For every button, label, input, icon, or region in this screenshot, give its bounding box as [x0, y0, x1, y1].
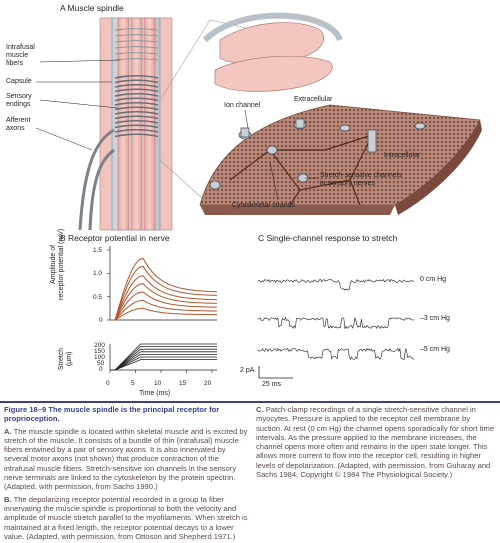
secondary-ending-wrap: [114, 34, 159, 37]
sensory-ending-wrap: [114, 106, 159, 111]
sensory-ending-wrap: [114, 119, 159, 124]
stick-0: 0: [99, 366, 103, 373]
receptor-potential-line: [110, 265, 218, 321]
xtick-0: 0: [106, 380, 110, 387]
scale-bar-ms: 25 ms: [262, 381, 282, 388]
ytick-1-0: 1.0: [93, 270, 103, 277]
channel-trace: [257, 279, 415, 291]
label-extracellular: Extracellular: [294, 96, 333, 103]
muscle-spindle-illustration: [35, 12, 482, 231]
sensory-ending-wrap: [114, 133, 159, 138]
caption-c: C. Patch-clamp recordings of a single st…: [256, 405, 496, 479]
sensory-ending-wrap: [114, 115, 159, 120]
sensory-ending-wrap: [114, 79, 159, 84]
sensory-ending-wrap: [114, 128, 159, 133]
ytick-0: 0: [99, 317, 103, 324]
caption-b-text: The depolarizing receptor potential reco…: [4, 494, 248, 541]
panel-b-title: B Receptor potential in nerve: [60, 233, 170, 243]
caption-b-label: B.: [4, 494, 12, 504]
xtick-15: 15: [179, 380, 187, 387]
channel-trace: [257, 316, 415, 330]
secondary-ending-wrap: [114, 28, 159, 31]
label-sensory-endings: Sensory endings: [6, 93, 32, 108]
stick-150: 150: [94, 348, 105, 355]
label-intrafusal: Intrafusal muscle fibers: [6, 44, 35, 67]
sensory-ending-wrap: [114, 74, 159, 79]
xtick-5: 5: [131, 380, 135, 387]
panel-b-xlabel: Time (ms): [139, 390, 171, 397]
secondary-ending-wrap: [114, 40, 159, 43]
channel-trace: [257, 347, 415, 361]
caption-rule: [0, 401, 500, 403]
caption-left-column: Figure 18–9 The muscle spindle is the pr…: [4, 405, 248, 543]
label-capsule: Capsule: [6, 78, 32, 85]
caption-b: B. The depolarizing receptor potential r…: [4, 495, 248, 541]
caption-right-column: C. Patch-clamp recordings of a single st…: [256, 405, 496, 543]
caption-c-text: Patch-clamp recordings of a single stret…: [256, 405, 495, 480]
trace-label-5: –5 cm Hg: [420, 346, 450, 353]
stretch-line: [110, 359, 217, 371]
label-ion-channel: Ion channel: [224, 102, 261, 109]
receptor-potential-line: [110, 291, 218, 321]
stick-100: 100: [94, 354, 105, 361]
secondary-ending-wrap: [114, 52, 159, 55]
secondary-ending-wrap: [114, 46, 159, 49]
sensory-ending-wrap: [114, 124, 159, 129]
sensory-ending-wrap: [114, 83, 159, 88]
ytick-0-5: 0.5: [93, 294, 103, 301]
figure-title: Figure 18–9 The muscle spindle is the pr…: [4, 405, 220, 424]
xtick-10: 10: [154, 380, 162, 387]
trace-label-3: –3 cm Hg: [420, 315, 450, 322]
receptor-potential-line: [110, 299, 217, 321]
caption-a-text: The muscle spindle is located within ske…: [4, 426, 248, 492]
receptor-potential-line: [110, 307, 217, 321]
label-stretch-channels: Stretch-sensitive channels in sensory ne…: [320, 172, 402, 187]
label-cytoskeletal: Cytoskeletal strands: [232, 202, 296, 209]
sensory-ending-wrap: [114, 101, 159, 106]
panel-a-title: A Muscle spindle: [60, 3, 124, 13]
caption-a-label: A.: [4, 426, 12, 436]
receptor-potential-line: [110, 275, 218, 321]
stick-200: 200: [94, 342, 105, 349]
sensory-ending-wrap: [114, 110, 159, 115]
label-intracellular: Intracellular: [384, 152, 421, 159]
panel-c-title: C Single-channel response to stretch: [258, 233, 398, 243]
sensory-ending-wrap: [114, 92, 159, 97]
trace-label-0: 0 cm Hg: [420, 276, 447, 283]
scale-bar-pa: 2 pA: [240, 367, 255, 374]
receptor-potential-line: [110, 257, 217, 321]
xtick-20: 20: [204, 380, 212, 387]
stick-50: 50: [97, 360, 105, 367]
receptor-potential-line: [110, 283, 217, 321]
caption-a: A. The muscle spindle is located within …: [4, 427, 248, 492]
sensory-ending-wrap: [114, 88, 159, 93]
sensory-ending-wrap: [114, 97, 159, 102]
secondary-ending-wrap: [114, 58, 159, 61]
label-afferent-axons: Afferent axons: [6, 117, 31, 132]
caption-c-label: C.: [256, 405, 264, 414]
ytick-1-5: 1.5: [93, 247, 103, 254]
